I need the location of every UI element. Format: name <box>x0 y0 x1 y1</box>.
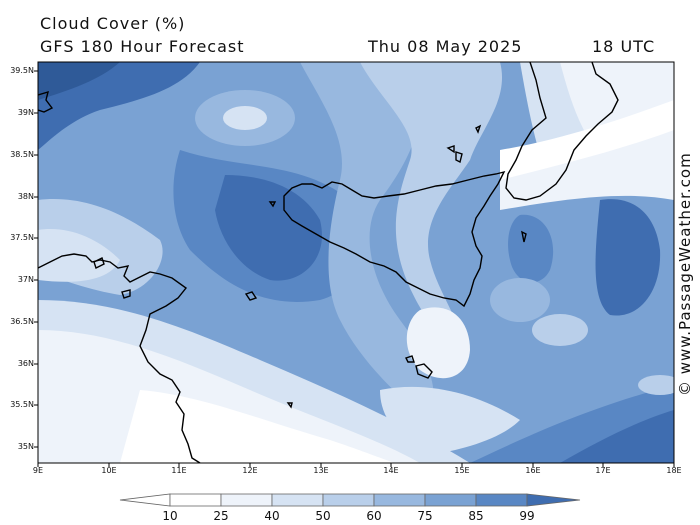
lat-label: 37.5N <box>10 233 34 242</box>
colorbar <box>119 493 581 507</box>
colorbar-label: 10 <box>162 509 178 523</box>
colorbar-label: 75 <box>417 509 433 523</box>
lon-label: 13E <box>313 466 329 475</box>
colorbar-label: 60 <box>366 509 382 523</box>
coastlines <box>38 62 619 463</box>
lon-label: 11E <box>171 466 187 475</box>
lat-label: 36.5N <box>10 317 34 326</box>
lon-label: 18E <box>666 466 682 475</box>
colorbar-label: 25 <box>213 509 229 523</box>
forecast-model: GFS 180 Hour Forecast <box>40 37 245 56</box>
map-title: Cloud Cover (%) <box>40 14 186 33</box>
colorbar-label: 40 <box>264 509 280 523</box>
map-frame <box>37 61 675 464</box>
lat-label: 38.5N <box>10 150 34 159</box>
colorbar-label: 50 <box>315 509 331 523</box>
lat-label: 36N <box>17 359 34 368</box>
lon-label: 15E <box>454 466 470 475</box>
lat-label: 39N <box>17 108 34 117</box>
lat-label: 37N <box>17 275 34 284</box>
lon-label: 16E <box>525 466 541 475</box>
lat-label: 35N <box>17 442 34 451</box>
lon-label: 14E <box>383 466 399 475</box>
colorbar-arrow-left <box>119 493 171 507</box>
lat-label: 39.5N <box>10 66 34 75</box>
site-credit: © www.PassageWeather.com <box>676 152 694 396</box>
lon-label: 10E <box>101 466 117 475</box>
forecast-date: Thu 08 May 2025 <box>368 37 523 56</box>
lon-label: 12E <box>242 466 258 475</box>
cloud-cover-field <box>38 62 674 463</box>
forecast-time: 18 UTC <box>592 37 656 56</box>
lon-label: 17E <box>595 466 611 475</box>
axis-ticks <box>34 70 675 467</box>
lat-label: 35.5N <box>10 400 34 409</box>
colorbar-label: 99 <box>519 509 535 523</box>
colorbar-arrow-right <box>526 493 581 507</box>
lat-label: 38N <box>17 192 34 201</box>
lon-label: 9E <box>32 466 44 475</box>
colorbar-label: 85 <box>468 509 484 523</box>
